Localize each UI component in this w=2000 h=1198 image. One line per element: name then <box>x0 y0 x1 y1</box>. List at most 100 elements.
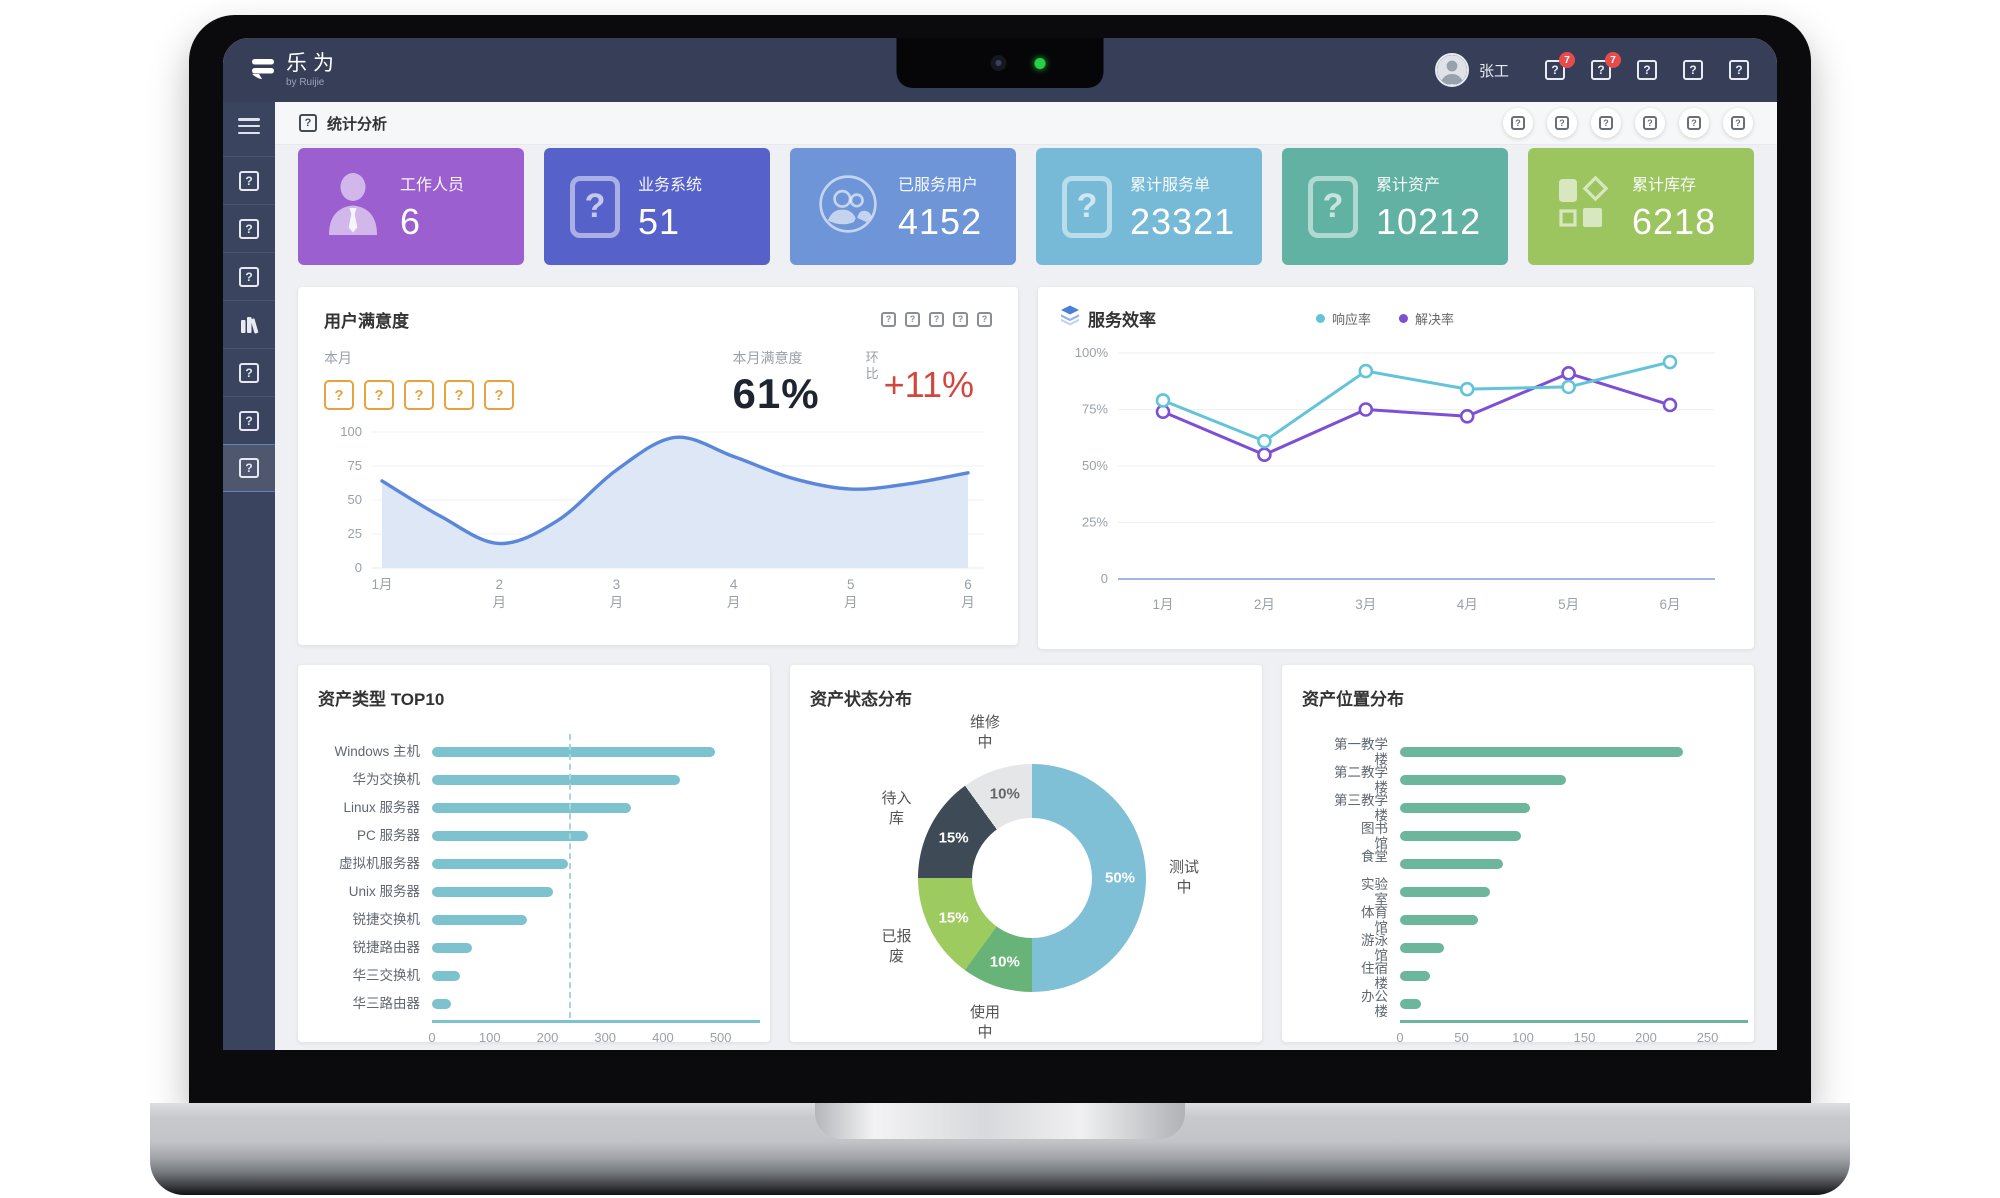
bar-华三路由器 <box>432 999 452 1009</box>
person-icon <box>324 171 382 242</box>
panel-tool-icon-2[interactable]: ? <box>905 312 920 327</box>
notification-icon[interactable]: ? 7 <box>1591 52 1621 80</box>
placeholder-icon: ? <box>1687 116 1701 130</box>
nav-item-stats[interactable]: ? <box>223 444 275 492</box>
score-label: 本月满意度 <box>732 350 803 366</box>
asset-status-panel: 资产状态分布 50% 测试 中 10% 使用 中 15% 已报 废 15% 待入 库 10% 维修… <box>790 665 1262 1042</box>
stat-card-1: 工作人员 6 <box>298 148 524 265</box>
header-action-6[interactable]: ? <box>1723 108 1753 138</box>
x-axis-tick: 50 <box>1454 1030 1469 1045</box>
svg-text:月: 月 <box>727 595 741 610</box>
books-icon <box>241 316 259 334</box>
stat-card-texts: 累计资产 10212 <box>1376 171 1481 243</box>
hamburger-menu-icon[interactable] <box>238 118 260 134</box>
stat-card-value: 6 <box>400 200 422 242</box>
satisfaction-chart: 0 25 50 75 100 1月 2 月 3 月 4 月 5 月 6 月 <box>324 418 992 619</box>
navbar-icons: ? 7? 7??? <box>1519 52 1749 80</box>
efficiency-panel: 服务效率 响应率 解决率 0 25% 50% 75% 100% 1月 2月 3月 4月 5月 6月 <box>1038 287 1754 649</box>
efficiency-chart: 0 25% 50% 75% 100% 1月 2月 3月 4月 5月 6月 <box>1060 331 1732 636</box>
stat-card-3: 已服务用户 4152 <box>790 148 1016 265</box>
sidebar-items: ?????? <box>223 156 275 492</box>
nav-item-6[interactable]: ? <box>223 396 275 444</box>
bar-虚拟机服务器 <box>432 859 568 869</box>
asset-status-title: 资产状态分布 <box>810 690 912 709</box>
stat-card-5: ? 累计资产 10212 <box>1282 148 1508 265</box>
notification-badge: 7 <box>1605 52 1621 68</box>
delta-value: +11% <box>883 364 974 405</box>
nav-item-2[interactable]: ? <box>223 204 275 252</box>
header-action-2[interactable]: ? <box>1547 108 1577 138</box>
notification-icon-glyph: ? <box>1591 60 1611 80</box>
webcam-icon <box>990 55 1007 71</box>
notification-badge: 7 <box>1559 52 1575 68</box>
slice-percent-维修中: 10% <box>989 785 1020 803</box>
placeholder-icon: ? <box>239 362 259 383</box>
star-rating: ????? <box>324 380 514 410</box>
x-axis-tick: 150 <box>1573 1030 1596 1045</box>
header-action-1[interactable]: ? <box>1503 108 1533 138</box>
page-header-icon: ? <box>299 114 317 132</box>
slice-percent-待入库: 15% <box>938 829 969 847</box>
help-icon[interactable]: ? <box>1637 60 1657 80</box>
bar-锐捷交换机 <box>432 915 528 925</box>
svg-text:100%: 100% <box>1075 345 1109 360</box>
logo-mark-icon <box>251 55 277 86</box>
header-action-3[interactable]: ? <box>1591 108 1621 138</box>
camera-notch <box>896 38 1104 88</box>
star-icon-4: ? <box>444 380 474 410</box>
svg-text:月: 月 <box>492 595 506 610</box>
legend-dot <box>1398 313 1408 323</box>
panel-tool-icon-4[interactable]: ? <box>953 312 968 327</box>
x-axis-tick: 400 <box>652 1030 674 1045</box>
bar-实验室 <box>1400 887 1490 897</box>
slice-label-测试中: 测试 中 <box>1168 859 1200 896</box>
bar-锐捷路由器 <box>432 943 473 953</box>
x-axis-tick: 200 <box>536 1030 559 1045</box>
svg-text:6月: 6月 <box>1659 597 1680 612</box>
svg-text:75: 75 <box>348 458 362 473</box>
nav-item-knowledge[interactable] <box>223 300 275 348</box>
bar-Windows 主机 <box>432 747 715 757</box>
stat-card-texts: 累计服务单 23321 <box>1130 171 1235 243</box>
fullscreen-icon[interactable]: ? <box>1683 60 1703 80</box>
nav-item-5[interactable]: ? <box>223 348 275 396</box>
logout-icon[interactable]: ? <box>1729 60 1749 80</box>
slice-percent-已报废: 15% <box>938 909 969 927</box>
header-action-4[interactable]: ? <box>1635 108 1665 138</box>
placeholder-icon: ? <box>1731 116 1745 130</box>
star-icon-1: ? <box>324 380 354 410</box>
legend-dot <box>1315 313 1325 323</box>
stat-card-4: ? 累计服务单 23321 <box>1036 148 1262 265</box>
stat-card-label: 累计库存 <box>1632 176 1697 194</box>
nav-item-3[interactable]: ? <box>223 252 275 300</box>
delta-label: 环 比 <box>865 350 879 381</box>
nav-item-1[interactable]: ? <box>223 156 275 204</box>
legend-解决率[interactable]: 解决率 <box>1398 309 1454 328</box>
sidebar: ?????? <box>223 102 275 1050</box>
panel-tool-icon-1[interactable]: ? <box>881 312 896 327</box>
svg-text:月: 月 <box>844 595 858 610</box>
avatar[interactable] <box>1434 53 1469 87</box>
bar-Linux 服务器 <box>432 803 632 813</box>
placeholder-icon: ? <box>239 410 259 431</box>
svg-text:75%: 75% <box>1082 402 1108 417</box>
bar-label: 锐捷路由器 <box>352 940 421 955</box>
svg-text:25%: 25% <box>1082 515 1108 530</box>
stat-card-label: 累计服务单 <box>1130 176 1211 194</box>
panel-tool-icon-3[interactable]: ? <box>929 312 944 327</box>
legend-响应率[interactable]: 响应率 <box>1315 309 1371 328</box>
stat-card-label: 工作人员 <box>400 176 465 194</box>
donut-hole <box>972 818 1092 938</box>
svg-text:50%: 50% <box>1082 458 1108 473</box>
asset-type-panel: 资产类型 TOP10 Windows 主机 华为交换机 Linux 服务器 PC 服务… <box>298 665 770 1045</box>
bar-华三交换机 <box>432 971 460 981</box>
satisfaction-panel: 用户满意度 ????? 本月 ????? 本月满意度 61% <box>298 287 1018 645</box>
header-action-5[interactable]: ? <box>1679 108 1709 138</box>
laptop-thumb-groove <box>815 1103 1185 1139</box>
stat-card-label: 已服务用户 <box>898 176 979 194</box>
svg-text:1月: 1月 <box>1152 597 1173 612</box>
header-actions: ?????? <box>1489 108 1753 138</box>
placeholder-icon: ? <box>1599 116 1613 130</box>
panel-tool-icon-5[interactable]: ? <box>977 312 992 327</box>
message-icon[interactable]: ? 7 <box>1545 52 1575 80</box>
